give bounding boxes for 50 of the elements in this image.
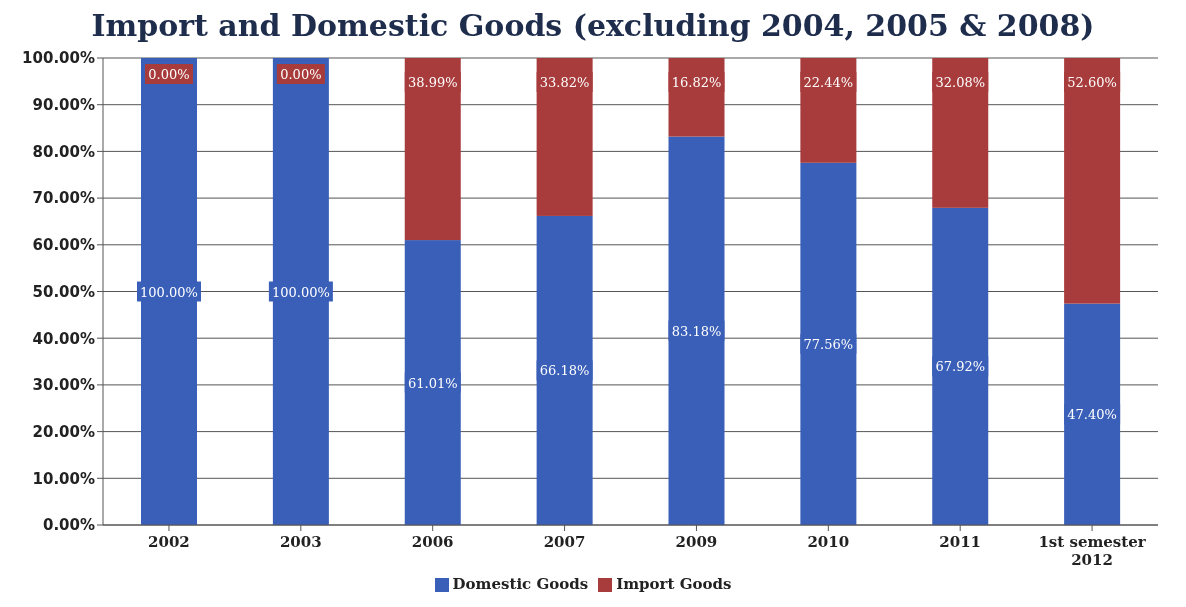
y-tick-label: 50.00% <box>32 282 95 301</box>
data-label: 16.82% <box>671 75 722 90</box>
bar <box>668 136 725 525</box>
data-label: 33.82% <box>539 75 590 90</box>
data-label: 100.00% <box>271 284 330 300</box>
data-label: 52.60% <box>1067 75 1117 90</box>
bar <box>272 58 329 525</box>
y-tick-label: 80.00% <box>32 142 95 161</box>
y-tick-label: 40.00% <box>32 329 95 348</box>
x-tick-label: 2011 <box>939 533 982 551</box>
bar <box>932 207 989 525</box>
bar <box>1064 303 1121 525</box>
data-label: 0.00% <box>148 67 190 82</box>
data-label: 38.99% <box>407 75 458 90</box>
x-tick-label: 2003 <box>279 533 322 551</box>
y-tick-label: 90.00% <box>32 96 95 115</box>
x-tick-label: 2010 <box>807 533 850 551</box>
bar <box>1064 58 1121 304</box>
data-label: 22.44% <box>803 75 854 90</box>
data-label: 100.00% <box>140 284 198 300</box>
y-tick-label: 60.00% <box>32 236 95 255</box>
legend-label: Domestic Goods <box>452 575 589 593</box>
y-tick-label: 30.00% <box>32 376 95 395</box>
y-tick-label: 20.00% <box>32 422 95 441</box>
x-tick-label: 2007 <box>543 533 586 551</box>
bar <box>800 162 857 525</box>
bar <box>404 240 461 525</box>
data-label: 61.01% <box>407 375 458 391</box>
bar <box>141 58 197 525</box>
data-label: 67.92% <box>935 359 986 375</box>
x-tick-label: 2006 <box>411 533 454 551</box>
y-tick-label: 100.00% <box>22 49 95 68</box>
chart-title: Import and Domestic Goods (excluding 2004, 2005 & 2008) <box>90 8 1096 45</box>
y-tick-label: 10.00% <box>32 469 95 488</box>
y-tick-label: 0.00% <box>42 516 95 535</box>
data-label: 0.00% <box>280 67 322 82</box>
bar <box>404 58 461 241</box>
data-label: 32.08% <box>935 75 986 90</box>
x-tick-label: 1st semester 2012 <box>1038 533 1147 569</box>
data-label: 77.56% <box>803 336 854 352</box>
data-label: 66.18% <box>539 363 590 379</box>
y-tick-label: 70.00% <box>32 189 95 208</box>
bar <box>536 215 593 525</box>
data-label: 47.40% <box>1067 407 1117 423</box>
legend-label: Import Goods <box>616 575 732 593</box>
bar <box>932 58 989 208</box>
x-tick-label: 2002 <box>148 533 190 551</box>
x-tick-label: 2009 <box>675 533 718 551</box>
data-label: 83.18% <box>671 323 722 339</box>
bar <box>536 58 593 216</box>
